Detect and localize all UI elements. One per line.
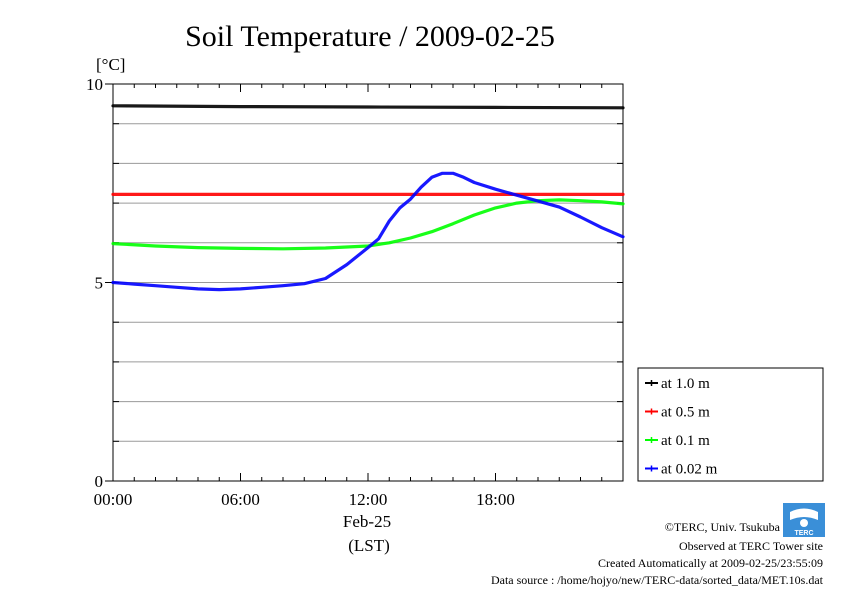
y-tick-label: 10 [86, 75, 103, 94]
x-tick-label: 00:00 [94, 490, 133, 509]
series-line-3 [111, 198, 625, 251]
legend-label: at 0.5 m [661, 405, 710, 421]
y-tick-label: 0 [95, 472, 104, 491]
created-timestamp-text: Created Automatically at 2009-02-25/23:5… [598, 556, 823, 570]
legend-label: at 0.02 m [661, 462, 718, 478]
legend-box [637, 367, 824, 482]
series-lines [111, 104, 625, 292]
legend-label: at 1.0 m [661, 376, 710, 392]
x-axis-label: (LST) [348, 536, 390, 555]
x-tick-label: 06:00 [221, 490, 260, 509]
axis-ticks: 0 5 10 00:00 06:00 12:00 18:00 [86, 75, 623, 509]
observed-site-text: Observed at TERC Tower site [679, 539, 823, 553]
series-line-4 [111, 171, 625, 292]
x-axis-date-label: Feb-25 [343, 512, 391, 531]
copyright-text: ©TERC, Univ. Tsukuba [665, 520, 781, 534]
legend: at 1.0 m at 0.5 m at 0.1 m at 0.02 m [637, 367, 824, 482]
x-tick-label: 12:00 [349, 490, 388, 509]
legend-label: at 0.1 m [661, 433, 710, 449]
y-tick-label: 5 [95, 274, 104, 293]
data-source-text: Data source : /home/hojyo/new/TERC-data/… [491, 573, 824, 587]
chart-title: Soil Temperature / 2009-02-25 [185, 20, 555, 53]
y-axis-unit-label: [°C] [96, 55, 125, 74]
x-tick-label: 18:00 [476, 490, 515, 509]
terc-logo-text: TERC [794, 530, 813, 537]
terc-logo-wave-icon [790, 508, 818, 520]
series-line-1 [111, 104, 625, 110]
terc-logo-drop-icon [800, 519, 808, 527]
terc-logo: TERC [783, 503, 825, 537]
gridlines [113, 123, 623, 442]
